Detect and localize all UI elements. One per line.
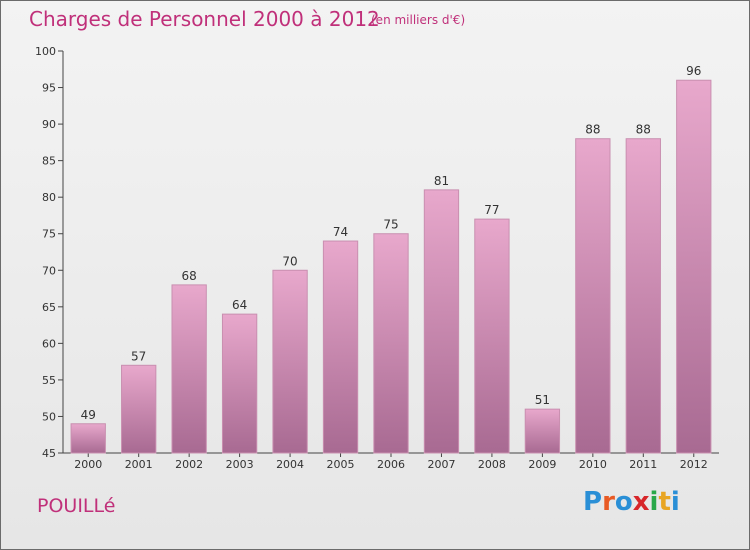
bar-value-label: 96 <box>686 64 701 78</box>
x-tick-label: 2012 <box>680 458 708 471</box>
bar-2009[interactable] <box>524 408 561 454</box>
bar-2012[interactable] <box>676 79 712 454</box>
y-axis: 45 50 55 60 65 70 75 80 85 90 95 100 <box>35 45 64 460</box>
bar-2001[interactable] <box>121 364 157 454</box>
y-tick-label: 50 <box>42 410 56 423</box>
chart-subtitle: (en milliers d'€) <box>371 13 466 27</box>
x-tick-label: 2005 <box>327 458 355 471</box>
place-name: POUILLé <box>37 495 116 517</box>
bar-2000[interactable] <box>70 423 106 454</box>
bar-value-label: 64 <box>232 298 247 312</box>
bar-value-label: 88 <box>636 123 651 137</box>
y-tick-label: 60 <box>42 337 56 350</box>
x-tick-label: 2003 <box>226 458 254 471</box>
bar-value-label: 70 <box>282 254 297 268</box>
bar-2010[interactable] <box>575 138 611 454</box>
bar-value-label: 77 <box>484 203 499 217</box>
y-tick-label: 70 <box>42 264 56 277</box>
bar-2011[interactable] <box>625 138 661 454</box>
y-tick-label: 95 <box>42 82 56 95</box>
bar-value-label: 57 <box>131 349 146 363</box>
bar-2007[interactable] <box>423 189 460 454</box>
logo-letter: i <box>649 487 659 517</box>
y-tick-label: 55 <box>42 374 56 387</box>
x-tick-label: 2002 <box>175 458 203 471</box>
bars: 49 57 68 64 70 74 75 81 77 51 88 88 96 <box>70 64 712 454</box>
bar-value-label: 75 <box>383 218 398 232</box>
proxiti-logo[interactable]: Proxiti <box>583 487 680 517</box>
y-tick-label: 85 <box>42 155 56 168</box>
bar-2002[interactable] <box>171 284 207 454</box>
x-axis: 2000 2001 2002 2003 2004 2005 2006 2007 2008 2009… <box>63 452 719 471</box>
logo-letter: i <box>670 487 680 517</box>
y-tick-label: 75 <box>42 228 56 241</box>
bar-2003[interactable] <box>221 313 258 454</box>
y-tick-label: 45 <box>42 447 56 460</box>
x-tick-label: 2011 <box>629 458 657 471</box>
x-tick-label: 2007 <box>427 458 455 471</box>
x-tick-label: 2004 <box>276 458 304 471</box>
logo-letter: P <box>583 487 603 517</box>
x-tick-label: 2006 <box>377 458 405 471</box>
bar-value-label: 49 <box>81 408 96 422</box>
chart-title: Charges de Personnel 2000 à 2012 <box>29 7 380 31</box>
bar-2006[interactable] <box>373 233 409 454</box>
x-tick-label: 2009 <box>528 458 556 471</box>
x-tick-label: 2000 <box>74 458 102 471</box>
bar-value-label: 81 <box>434 174 449 188</box>
y-tick-label: 100 <box>35 45 56 58</box>
y-tick-label: 80 <box>42 191 56 204</box>
y-tick-label: 65 <box>42 301 56 314</box>
x-tick-label: 2001 <box>125 458 153 471</box>
x-tick-label: 2010 <box>579 458 607 471</box>
bar-value-label: 68 <box>182 269 197 283</box>
y-tick-label: 90 <box>42 118 56 131</box>
bar-2004[interactable] <box>272 269 308 454</box>
logo-letter: x <box>632 487 650 517</box>
bar-value-label: 74 <box>333 225 348 239</box>
logo-letter: r <box>602 487 615 517</box>
bar-value-label: 51 <box>535 393 550 407</box>
logo-letter: t <box>658 487 671 517</box>
x-tick-label: 2008 <box>478 458 506 471</box>
logo-letter: o <box>614 487 633 517</box>
bar-2008[interactable] <box>474 218 510 454</box>
bar-2005[interactable] <box>322 240 359 454</box>
bar-value-label: 88 <box>585 123 600 137</box>
